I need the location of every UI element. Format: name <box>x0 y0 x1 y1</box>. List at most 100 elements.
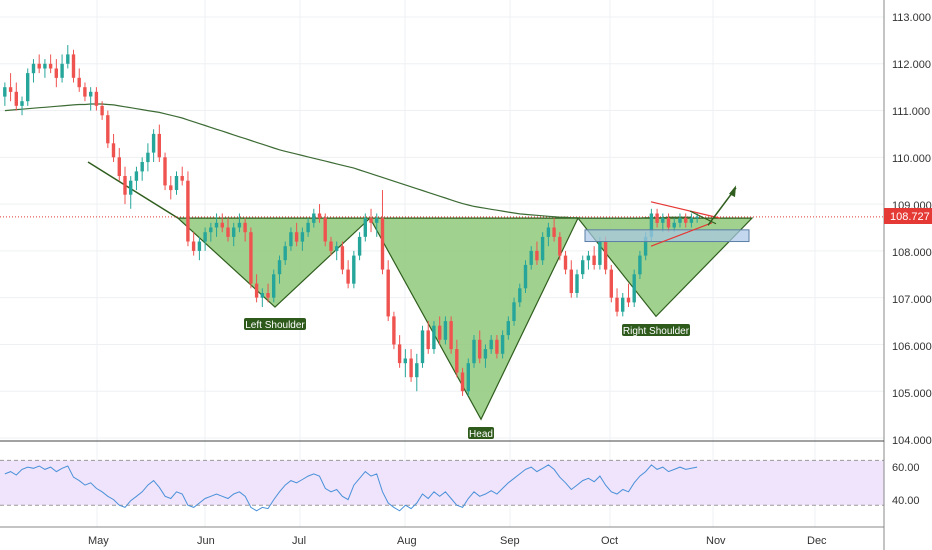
candle-body <box>369 218 373 223</box>
candle-body <box>489 339 493 350</box>
rsi-line <box>4 464 698 512</box>
candle-body <box>626 297 631 303</box>
candle-body <box>609 269 613 298</box>
candle-body <box>603 241 608 270</box>
candle-body <box>586 255 591 261</box>
left-shoulder-label: Left Shoulder <box>245 320 305 331</box>
candle-body <box>363 218 367 237</box>
candle-body <box>197 241 202 251</box>
time-tick-label: Aug <box>397 535 417 547</box>
time-tick-label: Nov <box>706 535 726 547</box>
candle-body <box>294 232 299 242</box>
candle-body <box>581 260 585 275</box>
price-tick-label: 112.000 <box>892 59 931 71</box>
candle-body <box>420 330 425 364</box>
candle-body <box>335 246 339 251</box>
candle-body <box>535 250 539 261</box>
candle-body <box>14 91 18 106</box>
downtrend-line <box>87 161 179 219</box>
candle-body <box>449 321 453 350</box>
candle-body <box>48 63 53 69</box>
price-tick-label: 111.000 <box>892 106 930 118</box>
candle-body <box>695 216 699 219</box>
candle-body <box>312 213 316 223</box>
left-shoulder-label-bg <box>244 318 306 330</box>
candle-body <box>392 316 396 345</box>
candle-body <box>432 325 436 350</box>
candle-body <box>277 260 282 275</box>
candle-body <box>203 232 207 242</box>
candle-body <box>552 227 556 237</box>
candle-body <box>689 218 694 223</box>
candle-body <box>403 358 407 364</box>
candle-body <box>37 63 41 69</box>
triangle-upper-line <box>650 201 721 219</box>
candle-body <box>60 63 64 78</box>
candle-body <box>649 213 654 237</box>
candle-body <box>31 63 36 74</box>
right-shoulder-label: Right Shoulder <box>623 326 690 337</box>
candle-body <box>523 264 528 289</box>
candle-body <box>483 349 488 359</box>
candle-body <box>563 255 568 270</box>
candle-body <box>455 349 459 373</box>
candle-body <box>54 68 58 78</box>
candle-body <box>283 246 287 261</box>
candle-body <box>472 339 476 364</box>
left-shoulder-shape <box>176 217 372 308</box>
candle-body <box>243 222 247 233</box>
candle-body <box>20 101 24 106</box>
time-tick-label: Sep <box>500 535 520 547</box>
price-tick-label: 108.000 <box>892 247 932 259</box>
time-tick-label: Dec <box>807 535 827 547</box>
candle-body <box>140 162 144 172</box>
candle-body <box>478 339 482 359</box>
price-tick-label: 113.000 <box>892 12 931 24</box>
candle-body <box>466 363 470 392</box>
rsi-tick-label: 40.00 <box>892 495 920 507</box>
candle-body <box>117 157 121 176</box>
candle-body <box>8 87 13 92</box>
candle-body <box>415 363 419 378</box>
candle-body <box>540 236 545 261</box>
candle-body <box>163 157 167 186</box>
head-label: Head <box>469 429 493 440</box>
candle-body <box>460 372 465 392</box>
candle-body <box>237 222 242 228</box>
right-shoulder-shape <box>576 217 754 318</box>
candle-body <box>106 115 110 144</box>
moving-average-line <box>4 103 692 219</box>
candle-body <box>43 63 47 69</box>
candle-body <box>340 246 345 270</box>
price-tick-label: 106.000 <box>892 341 932 353</box>
candle-body <box>615 297 619 312</box>
candle-body <box>443 321 448 340</box>
candle-body <box>386 269 390 317</box>
candle-body <box>209 227 213 233</box>
candle-body <box>214 222 219 228</box>
candle-body <box>684 218 688 223</box>
time-tick-label: May <box>88 535 109 547</box>
candle-body <box>380 218 385 270</box>
candle-body <box>655 213 659 223</box>
candle-body <box>111 143 116 158</box>
rsi-band <box>0 460 884 506</box>
candle-body <box>151 133 156 153</box>
candle-body <box>249 232 253 284</box>
annotations <box>584 185 750 247</box>
candle-body <box>71 54 76 78</box>
breakout-arrow-head <box>729 185 736 198</box>
candle-body <box>529 250 533 265</box>
current-price-label: 108.727 <box>890 211 930 223</box>
candle-body <box>592 255 596 265</box>
head-shape <box>368 217 579 421</box>
candle-body <box>186 180 190 242</box>
candle-body <box>220 222 224 228</box>
candle-body <box>558 236 562 256</box>
candle-body <box>409 358 413 378</box>
candle-body <box>26 73 30 102</box>
candle-body <box>546 227 551 237</box>
time-tick-label: Oct <box>601 535 618 547</box>
